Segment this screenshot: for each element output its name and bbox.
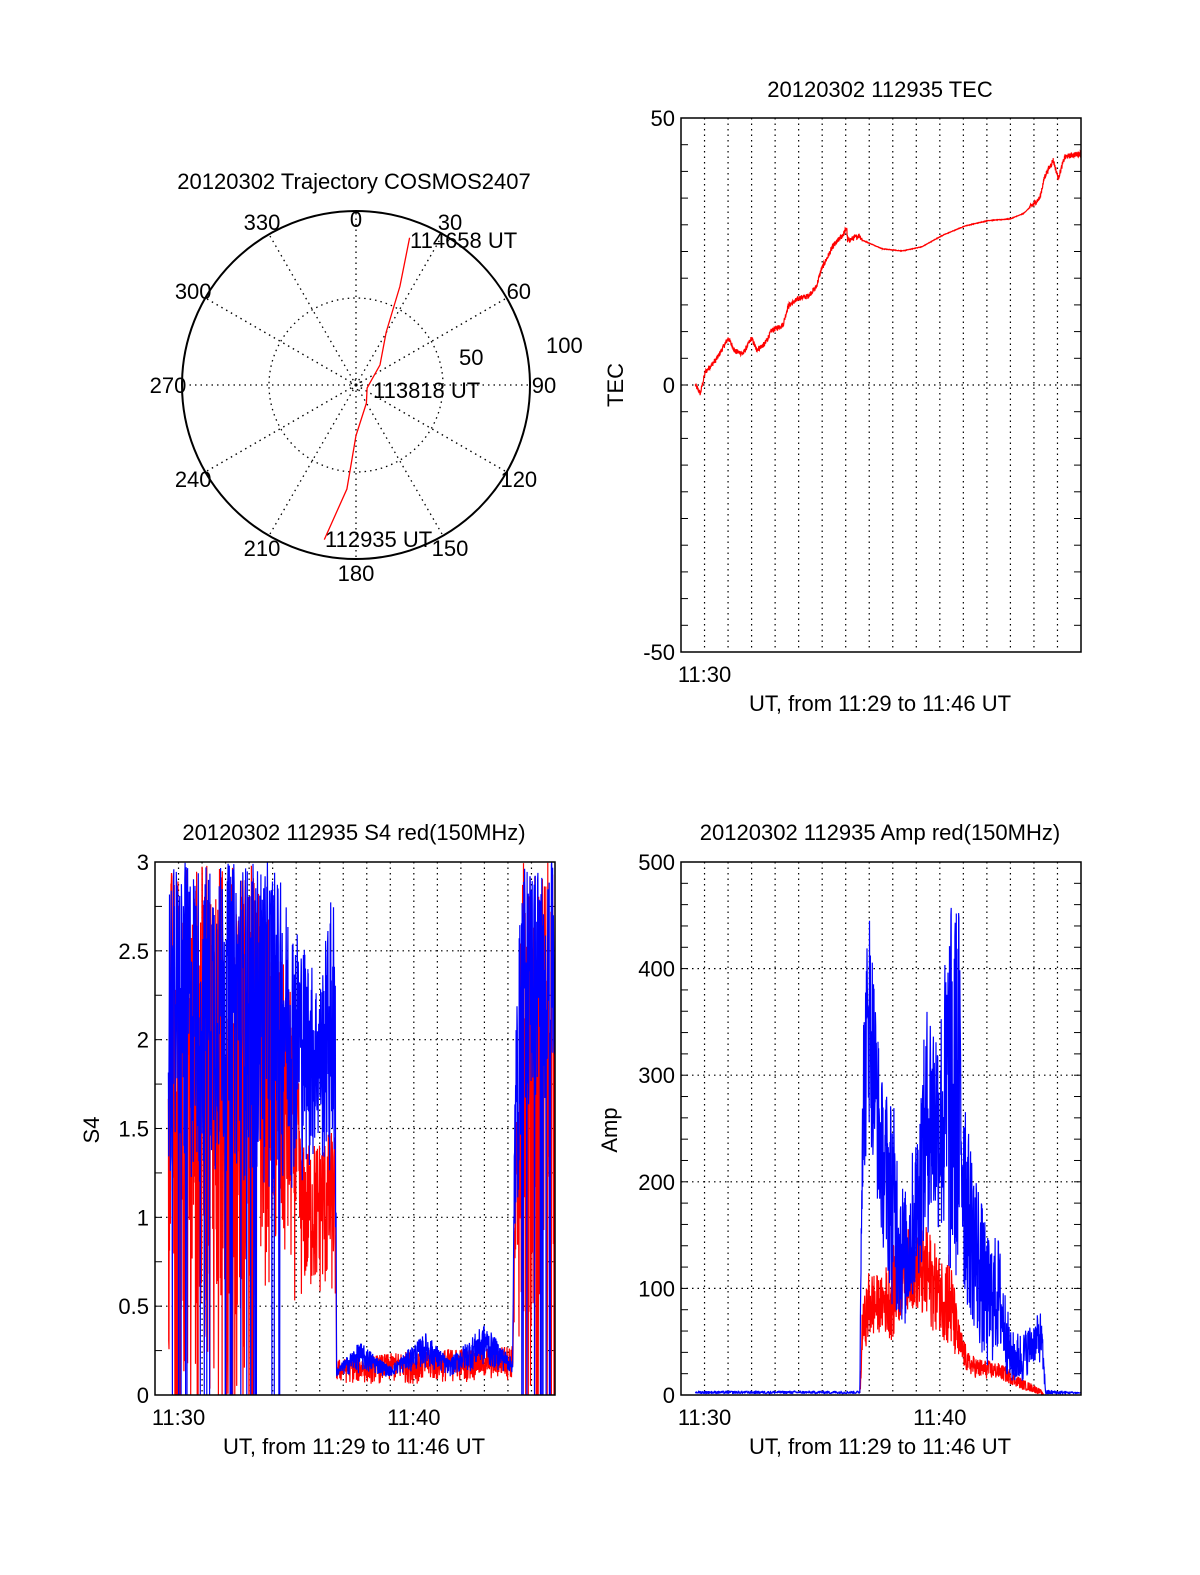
s4-chart: 20120302 112935 S4 red(150MHz) UT, from … <box>79 820 556 1459</box>
polar-angle-label: 210 <box>244 536 281 561</box>
polar-angle-label: 30 <box>438 210 462 235</box>
series-TEC-line <box>694 149 1081 396</box>
polar-angle-label: 60 <box>507 279 531 304</box>
polar-grid-ring-50 <box>268 297 444 473</box>
tec-chart: 20120302 112935 TEC UT, from 11:29 to 11… <box>603 77 1082 716</box>
series-red-line <box>859 1227 1044 1395</box>
y-tick-label: 0 <box>663 1383 675 1408</box>
polar-annotation-start: 112935 UT <box>325 527 432 552</box>
series-blue-line <box>167 862 555 1395</box>
tec-xlabel: UT, from 11:29 to 11:46 UT <box>749 691 1011 716</box>
amp-ylabel: Amp <box>597 1107 622 1152</box>
polar-grid-spoke <box>355 384 508 473</box>
polar-angle-label: 330 <box>244 210 281 235</box>
y-tick-label: 100 <box>638 1276 675 1301</box>
y-tick-label: 400 <box>638 957 675 982</box>
polar-outer-circle <box>181 210 531 560</box>
x-tick-label: 11:30 <box>152 1405 205 1430</box>
y-tick-label: 0 <box>663 373 675 398</box>
polar-angle-label: 120 <box>500 467 537 492</box>
plot-frame <box>680 861 1082 1396</box>
polar-angle-label: 150 <box>432 536 469 561</box>
polar-grid-spoke <box>204 297 357 386</box>
s4-ylabel: S4 <box>79 1117 104 1144</box>
y-tick-label: 3 <box>137 850 149 875</box>
polar-angle-label: 180 <box>338 561 375 586</box>
amp-xlabel: UT, from 11:29 to 11:46 UT <box>749 1434 1011 1459</box>
x-tick-label: 11:30 <box>678 1405 731 1430</box>
y-tick-label: 50 <box>651 106 675 131</box>
y-tick-label: 500 <box>638 850 675 875</box>
polar-grid-ring-center <box>350 379 362 391</box>
y-tick-label: -50 <box>643 640 675 665</box>
polar-trajectory-chart: 20120302 Trajectory COSMOS2407 114658 UT… <box>150 169 583 586</box>
polar-grid-spoke <box>204 384 357 473</box>
tec-title: 20120302 112935 TEC <box>767 77 993 102</box>
y-tick-label: 1.5 <box>118 1117 149 1142</box>
y-tick-label: 2.5 <box>118 939 149 964</box>
s4-title: 20120302 112935 S4 red(150MHz) <box>182 820 525 845</box>
y-tick-label: 200 <box>638 1170 675 1195</box>
y-tick-label: 0 <box>137 1383 149 1408</box>
amp-title: 20120302 112935 Amp red(150MHz) <box>700 820 1060 845</box>
plot-series-group <box>694 907 1081 1395</box>
y-tick-label: 0.5 <box>118 1294 149 1319</box>
polar-angle-label: 270 <box>150 373 187 398</box>
series-blue-line <box>694 907 1081 1395</box>
plot-series-group <box>694 149 1081 396</box>
tec-ylabel: TEC <box>603 363 628 407</box>
polar-grid-spoke <box>268 384 357 537</box>
polar-grid-spoke <box>268 233 357 386</box>
plot-series-group <box>167 862 555 1395</box>
amp-chart: 20120302 112935 Amp red(150MHz) UT, from… <box>597 820 1082 1459</box>
x-tick-label: 11:40 <box>387 1405 440 1430</box>
y-tick-label: 2 <box>137 1028 149 1053</box>
plot-frame <box>154 861 556 1396</box>
polar-angle-label: 90 <box>532 373 556 398</box>
polar-angle-label: 240 <box>175 467 212 492</box>
x-tick-label: 11:30 <box>678 662 731 687</box>
polar-radial-label-50: 50 <box>459 345 483 370</box>
polar-angle-label: 0 <box>350 207 362 232</box>
polar-radial-label-100: 100 <box>546 333 583 358</box>
x-tick-label: 11:40 <box>913 1405 966 1430</box>
polar-grid-spoke <box>355 384 444 537</box>
plot-frame <box>680 117 1082 653</box>
polar-trajectory-line <box>323 237 411 540</box>
polar-title: 20120302 Trajectory COSMOS2407 <box>177 169 530 194</box>
polar-annotation-mid: 113818 UT <box>373 378 480 403</box>
s4-xlabel: UT, from 11:29 to 11:46 UT <box>223 1434 485 1459</box>
polar-grid-spoke <box>355 233 444 386</box>
y-tick-label: 300 <box>638 1063 675 1088</box>
polar-angle-label: 300 <box>175 279 212 304</box>
y-tick-label: 1 <box>137 1205 149 1230</box>
polar-grid-spoke <box>355 297 508 386</box>
